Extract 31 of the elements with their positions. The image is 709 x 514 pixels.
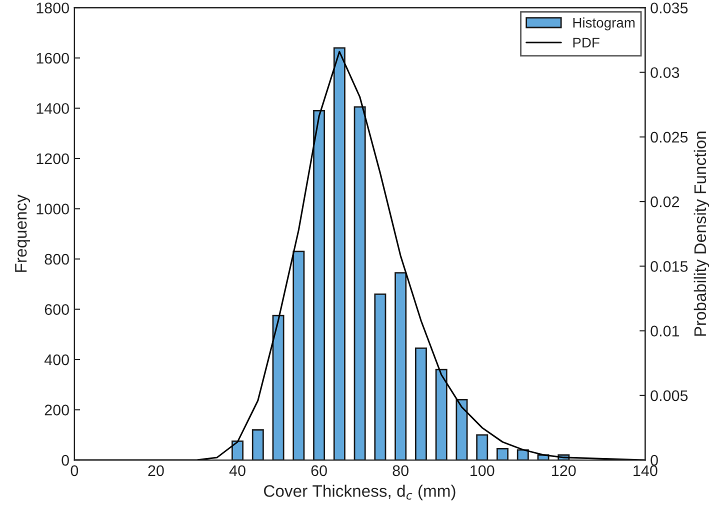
legend-label: PDF xyxy=(573,38,600,48)
y-tick-label: 1200 xyxy=(36,153,69,164)
x-tick-label: 0 xyxy=(70,465,78,476)
y2-tick-label: 0.035 xyxy=(650,2,688,14)
y-tick-label: 1400 xyxy=(36,103,69,114)
y2-tick-label: 0.02 xyxy=(650,196,680,208)
y-tick-label: 400 xyxy=(44,354,69,366)
y2-tick-label: 0.015 xyxy=(650,261,688,272)
y2-tick-label: 0.005 xyxy=(650,390,688,402)
x-tick-label: 80 xyxy=(392,465,408,476)
x-tick-label: 100 xyxy=(470,465,494,476)
y-tick-label: 200 xyxy=(44,404,69,416)
x-tick-label: 40 xyxy=(229,465,246,476)
y-axis-title: Frequency xyxy=(15,194,30,272)
y2-tick-label: 0 xyxy=(650,454,658,466)
y2-tick-label: 0.03 xyxy=(650,67,680,78)
legend-label: Histogram xyxy=(573,17,635,30)
x-tick-label: 140 xyxy=(634,465,658,476)
y2-axis-title: Probability Density Function xyxy=(694,132,709,336)
x-axis-title: Cover Thickness, d$_{c}$ (mm) xyxy=(264,484,456,500)
y-tick-label: 1000 xyxy=(36,204,69,214)
x-tick-label: 120 xyxy=(552,465,576,476)
y2-tick-label: 0.025 xyxy=(650,132,688,143)
x-tick-label: 60 xyxy=(311,465,327,476)
y-tick-label: 600 xyxy=(44,304,69,315)
y-tick-label: 1800 xyxy=(36,2,69,14)
x-tick-label: 20 xyxy=(148,465,164,476)
y-tick-label: 800 xyxy=(44,254,69,265)
y-tick-label: 0 xyxy=(62,454,69,466)
y-tick-label: 1600 xyxy=(36,52,69,64)
y2-tick-label: 0.01 xyxy=(650,326,680,336)
